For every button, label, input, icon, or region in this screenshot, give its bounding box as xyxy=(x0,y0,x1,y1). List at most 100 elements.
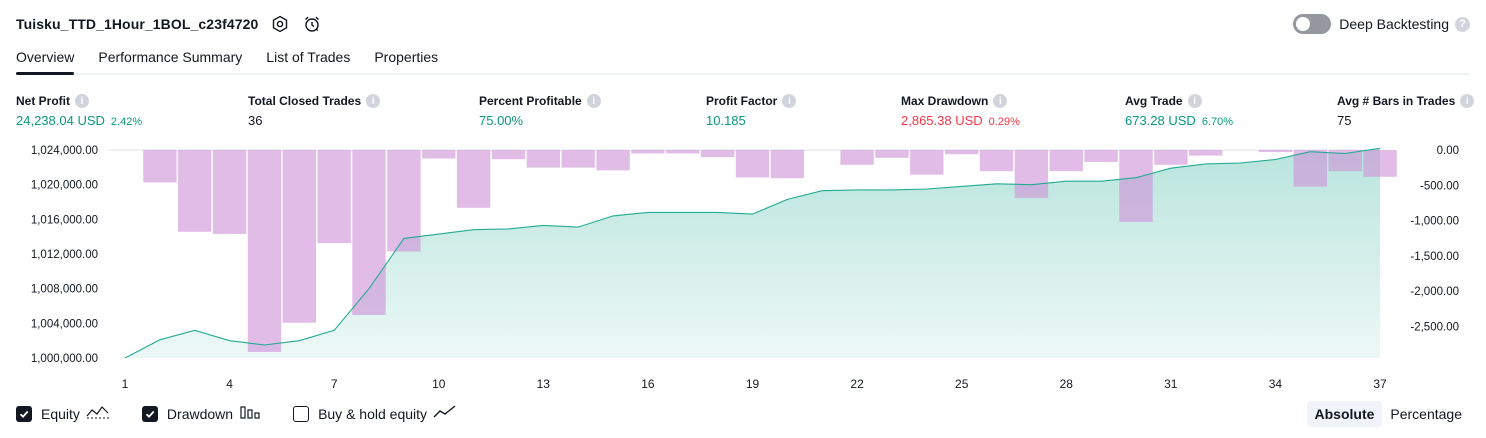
report-header: Tuisku_TTD_1Hour_1BOL_c23f4720 xyxy=(16,13,322,35)
drawdown-bar xyxy=(1049,150,1083,172)
info-icon[interactable]: i xyxy=(75,94,89,108)
y-left-tick-label: 1,000,000.00 xyxy=(31,353,98,365)
metric-value: 36 xyxy=(248,113,263,128)
report-tabs: Overview Performance Summary List of Tra… xyxy=(16,47,1470,75)
tab-overview[interactable]: Overview xyxy=(16,47,75,75)
equity-checkbox[interactable] xyxy=(16,406,32,422)
drawdown-bar xyxy=(875,150,909,158)
drawdown-bar xyxy=(910,150,944,175)
metric-sub: 6.70% xyxy=(1201,116,1234,128)
y-left-tick-label: 1,024,000.00 xyxy=(31,145,98,157)
drawdown-bar xyxy=(1293,150,1327,187)
legend-buy-hold-label: Buy & hold equity xyxy=(318,406,428,422)
legend-equity[interactable]: Equity xyxy=(16,404,110,425)
metric-avg-trade: Avg Trade i 673.28 USD 6.70% xyxy=(1125,93,1233,129)
x-tick-label: 22 xyxy=(850,377,864,391)
metric-sub: 2.42% xyxy=(110,116,143,128)
x-tick-label: 4 xyxy=(226,377,233,391)
legend-drawdown-label: Drawdown xyxy=(166,406,234,422)
drawdown-bar xyxy=(317,150,351,244)
info-icon[interactable]: i xyxy=(586,94,601,108)
drawdown-bar xyxy=(143,150,177,183)
info-icon[interactable]: i xyxy=(782,94,797,108)
drawdown-bar xyxy=(840,150,874,165)
y-right-tick-label: 0.00 xyxy=(1437,145,1459,157)
drawdown-bar xyxy=(1084,150,1118,162)
info-icon[interactable]: i xyxy=(366,94,381,108)
help-question-icon[interactable]: ? xyxy=(1455,16,1470,32)
metric-label: Max Drawdown xyxy=(901,94,989,108)
metric-sub: 0.29% xyxy=(988,116,1020,128)
metric-label: Avg # Bars in Trades xyxy=(1337,94,1456,108)
metric-max-drawdown: Max Drawdown i 2,865.38 USD 0.29% xyxy=(901,93,1020,129)
drawdown-bar xyxy=(666,150,700,154)
y-right-tick-label: -500.00 xyxy=(1420,180,1459,192)
drawdown-bar xyxy=(352,150,386,315)
deep-backtesting-toggle[interactable] xyxy=(1293,14,1332,34)
drawdown-bar xyxy=(735,150,770,178)
y-left-tick-label: 1,016,000.00 xyxy=(31,214,98,226)
metric-value: 24,238.04 USD xyxy=(16,113,105,128)
drawdown-bar xyxy=(422,150,456,159)
buy-hold-checkbox[interactable] xyxy=(293,406,310,422)
metric-label: Profit Factor xyxy=(706,94,778,108)
legend-buy-hold[interactable]: Buy & hold equity xyxy=(293,404,457,425)
chart-legend: Equity Drawdown Buy & hold equity xyxy=(16,403,489,425)
x-tick-label: 16 xyxy=(641,377,655,391)
display-mode-switch: Absolute Percentage xyxy=(1306,401,1471,427)
x-tick-label: 1 xyxy=(122,377,129,391)
buy-hold-line-icon xyxy=(433,404,457,425)
metric-label: Percent Profitable xyxy=(479,94,582,108)
drawdown-bar xyxy=(1258,150,1293,153)
x-tick-label: 34 xyxy=(1269,377,1283,391)
metric-value: 10.185 xyxy=(706,113,746,128)
x-tick-label: 13 xyxy=(537,377,551,391)
settings-gear-icon[interactable] xyxy=(270,14,290,34)
equity-drawdown-chart[interactable]: 1,000,000.00 1,004,000.00 1,008,000.00 1,01… xyxy=(0,140,1486,398)
drawdown-bar xyxy=(1014,150,1049,198)
metric-percent-profitable: Percent Profitable i 75.00% xyxy=(479,93,601,129)
strategy-title: Tuisku_TTD_1Hour_1BOL_c23f4720 xyxy=(16,16,259,32)
y-right-tick-label: -1,500.00 xyxy=(1410,251,1459,263)
tab-properties[interactable]: Properties xyxy=(374,49,439,65)
drawdown-bar xyxy=(282,150,316,323)
drawdown-bar xyxy=(387,150,421,252)
metric-value: 75.00% xyxy=(479,113,524,128)
equity-line-icon xyxy=(86,404,110,425)
info-icon[interactable]: i xyxy=(1187,94,1202,108)
drawdown-bar xyxy=(212,150,247,234)
drawdown-checkbox[interactable] xyxy=(141,406,158,422)
alarm-clock-icon[interactable] xyxy=(302,14,322,34)
drawdown-bar xyxy=(631,150,665,154)
x-tick-label: 7 xyxy=(331,377,338,391)
drawdown-bar xyxy=(178,150,212,232)
legend-equity-label: Equity xyxy=(41,406,80,422)
y-left-tick-label: 1,004,000.00 xyxy=(31,318,98,330)
drawdown-bar xyxy=(491,150,526,160)
mode-percentage-button[interactable]: Percentage xyxy=(1390,406,1462,422)
legend-drawdown[interactable]: Drawdown xyxy=(141,404,261,425)
equity-area xyxy=(125,148,1380,358)
deep-backtesting-control: Deep Backtesting ? xyxy=(1293,13,1470,35)
metric-value: 673.28 USD xyxy=(1125,113,1196,128)
tab-performance-summary[interactable]: Performance Summary xyxy=(98,49,243,65)
metric-value: 2,865.38 USD xyxy=(901,113,983,128)
metric-net-profit: Net Profit i 24,238.04 USD 2.42% xyxy=(16,93,142,129)
x-tick-label: 19 xyxy=(746,377,760,391)
drawdown-bar xyxy=(561,150,595,168)
drawdown-bar xyxy=(1119,150,1153,222)
equity-line xyxy=(124,147,1381,359)
drawdown-bar xyxy=(770,150,805,179)
x-tick-label: 31 xyxy=(1164,377,1178,391)
tab-list-of-trades[interactable]: List of Trades xyxy=(266,49,351,65)
info-icon[interactable]: i xyxy=(1460,94,1475,108)
mode-absolute-button[interactable]: Absolute xyxy=(1306,401,1383,427)
drawdown-bar xyxy=(456,150,491,208)
info-icon[interactable]: i xyxy=(993,94,1008,108)
y-left-tick-label: 1,020,000.00 xyxy=(31,180,98,192)
metric-total-closed-trades: Total Closed Trades i 36 xyxy=(248,93,381,129)
metric-label: Net Profit xyxy=(16,94,70,108)
drawdown-bar xyxy=(945,150,979,155)
drawdown-bars-icon xyxy=(239,404,261,425)
metric-avg-bars-in-trades: Avg # Bars in Trades i 75 xyxy=(1337,93,1475,129)
